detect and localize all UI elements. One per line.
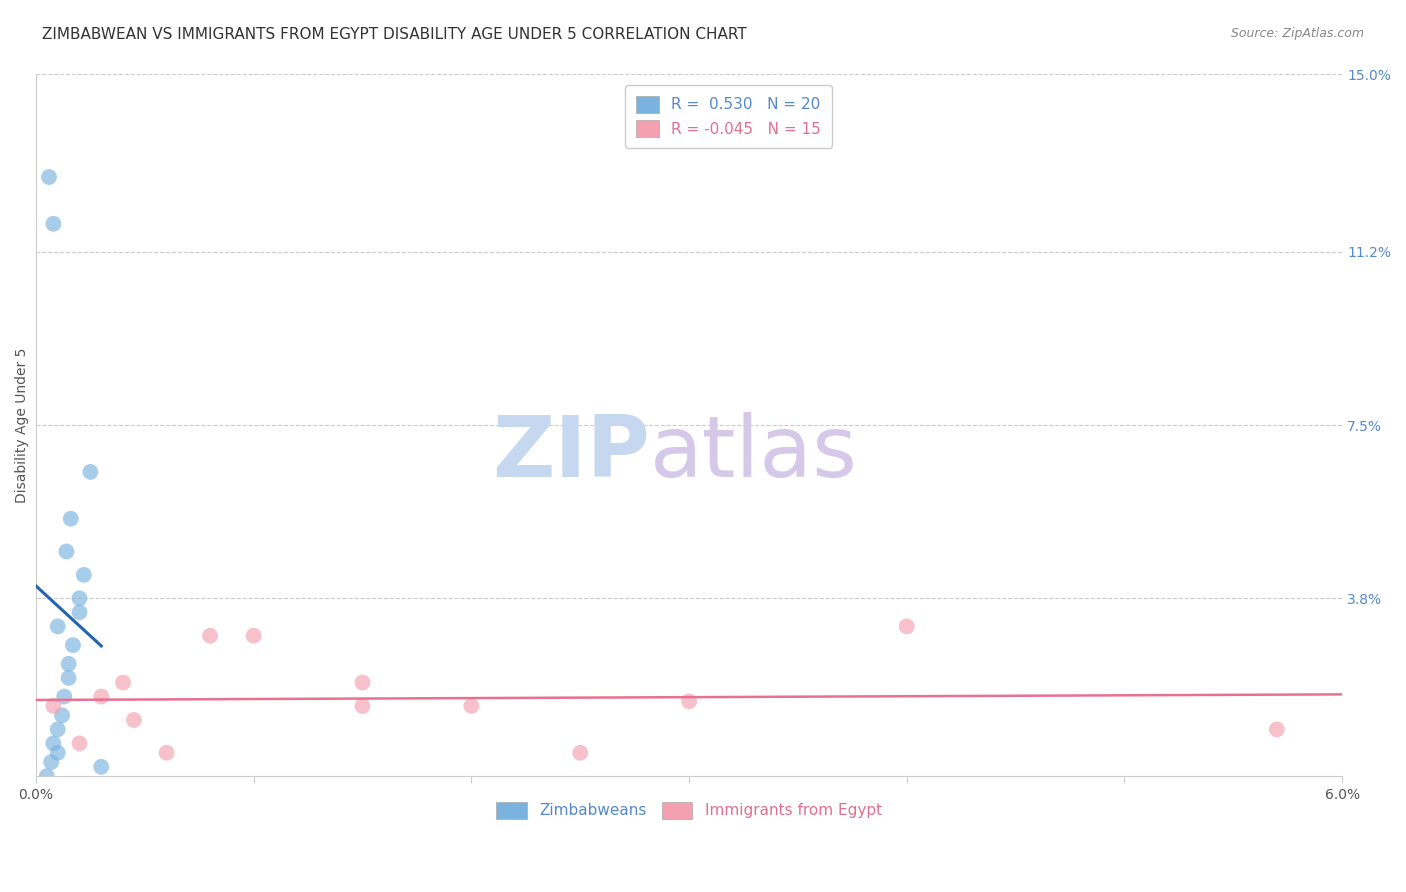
Point [46, 746, 69, 760]
Point [69, 736, 91, 750]
Point [460, 698, 482, 713]
Point [69, 591, 91, 606]
Point [90, 690, 112, 704]
Point [352, 675, 374, 690]
Point [1265, 723, 1288, 737]
Text: ZIMBABWEAN VS IMMIGRANTS FROM EGYPT DISABILITY AGE UNDER 5 CORRELATION CHART: ZIMBABWEAN VS IMMIGRANTS FROM EGYPT DISA… [42, 27, 747, 42]
Text: ZIP: ZIP [492, 412, 650, 495]
Legend: Zimbabweans, Immigrants from Egypt: Zimbabweans, Immigrants from Egypt [491, 796, 887, 825]
Point [51, 708, 73, 723]
Point [569, 746, 592, 760]
Point [42, 217, 65, 231]
Point [62, 638, 84, 652]
Point [46, 723, 69, 737]
Point [69, 605, 91, 619]
Point [42, 736, 65, 750]
Point [38, 169, 60, 184]
Point [122, 713, 145, 727]
Point [352, 698, 374, 713]
Point [678, 694, 700, 708]
Point [58, 657, 80, 671]
Point [90, 760, 112, 774]
Point [35, 769, 58, 783]
Point [111, 675, 134, 690]
Text: atlas: atlas [650, 412, 858, 495]
Point [53, 690, 76, 704]
Point [55, 544, 77, 558]
Point [198, 629, 221, 643]
Point [79, 465, 101, 479]
Point [42, 698, 65, 713]
Point [58, 671, 80, 685]
Point [242, 629, 264, 643]
Point [73, 567, 96, 582]
Point [155, 746, 177, 760]
Point [39, 755, 62, 769]
Text: Source: ZipAtlas.com: Source: ZipAtlas.com [1230, 27, 1364, 40]
Point [46, 619, 69, 633]
Y-axis label: Disability Age Under 5: Disability Age Under 5 [15, 347, 30, 503]
Point [896, 619, 918, 633]
Point [59, 512, 82, 526]
